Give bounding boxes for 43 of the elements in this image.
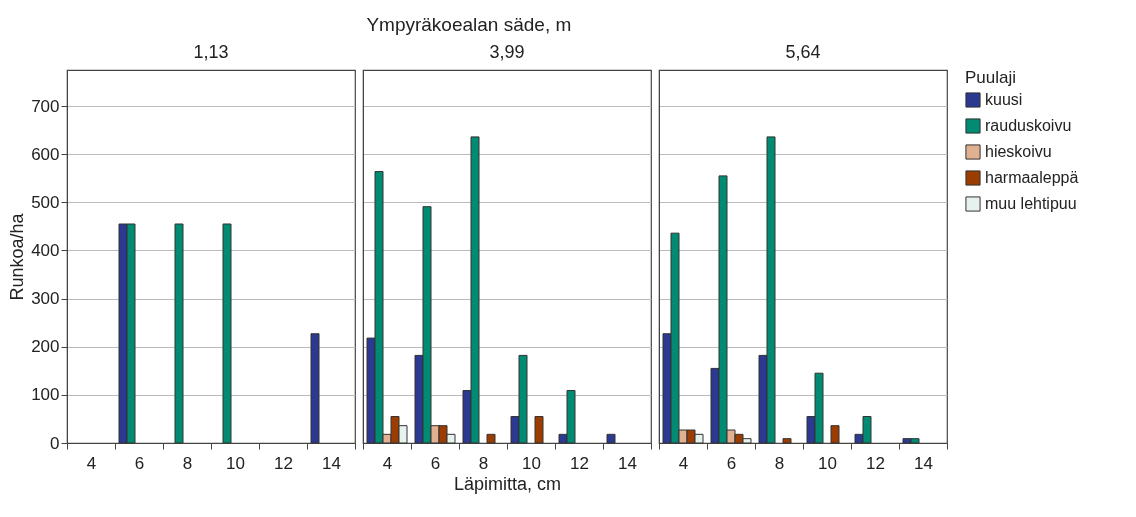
- chart-title: 5,64: [785, 42, 821, 62]
- legend-label: rauduskoivu: [985, 117, 1072, 134]
- y-axis-title: Runkoa/ha: [7, 212, 28, 301]
- legend-label: kuusi: [985, 91, 1023, 108]
- legend-title: Puulaji: [965, 68, 1017, 87]
- x-tick-label: 12: [570, 453, 589, 473]
- bar: [486, 433, 496, 444]
- y-tick-label: 0: [50, 433, 60, 453]
- y-tick-label: 400: [31, 240, 60, 260]
- x-tick-label: 14: [322, 453, 341, 473]
- bar: [830, 425, 840, 444]
- x-tick-label: 8: [478, 453, 489, 473]
- legend-label: muu lehtipuu: [985, 195, 1077, 212]
- legend-label: hieskoivu: [985, 143, 1052, 160]
- text: Ympyräkoealan säde, m: [366, 14, 572, 36]
- x-tick-label: 10: [522, 453, 541, 473]
- x-tick-label: 4: [382, 453, 393, 473]
- x-tick-label: 4: [678, 453, 689, 473]
- chart-title: 1,13: [193, 42, 229, 62]
- x-tick-label: 6: [430, 453, 441, 473]
- x-tick-label: 8: [774, 453, 785, 473]
- y-tick-label: 100: [31, 385, 60, 405]
- bar: [782, 438, 792, 444]
- bar: [534, 416, 544, 444]
- y-tick-label: 600: [31, 144, 60, 164]
- x-tick-label: 6: [726, 453, 737, 473]
- y-tick-label: 500: [31, 192, 60, 212]
- x-tick-label: 8: [182, 453, 193, 473]
- chart-title: 3,99: [489, 42, 525, 62]
- x-tick-label: 6: [134, 453, 145, 473]
- x-tick-label: 14: [914, 453, 933, 473]
- x-tick-label: 10: [226, 453, 245, 473]
- y-tick-label: 700: [31, 96, 60, 116]
- y-tick-label: 200: [31, 337, 60, 357]
- x-tick-label: 12: [274, 453, 293, 473]
- legend-label: harmaaleppä: [985, 169, 1079, 186]
- x-axis-title: Läpimitta, cm: [453, 473, 562, 494]
- bar: [606, 433, 616, 444]
- x-tick-label: 4: [86, 453, 97, 473]
- x-tick-label: 10: [818, 453, 837, 473]
- x-tick-label: 12: [866, 453, 885, 473]
- y-tick-label: 300: [31, 289, 60, 309]
- x-tick-label: 14: [618, 453, 637, 473]
